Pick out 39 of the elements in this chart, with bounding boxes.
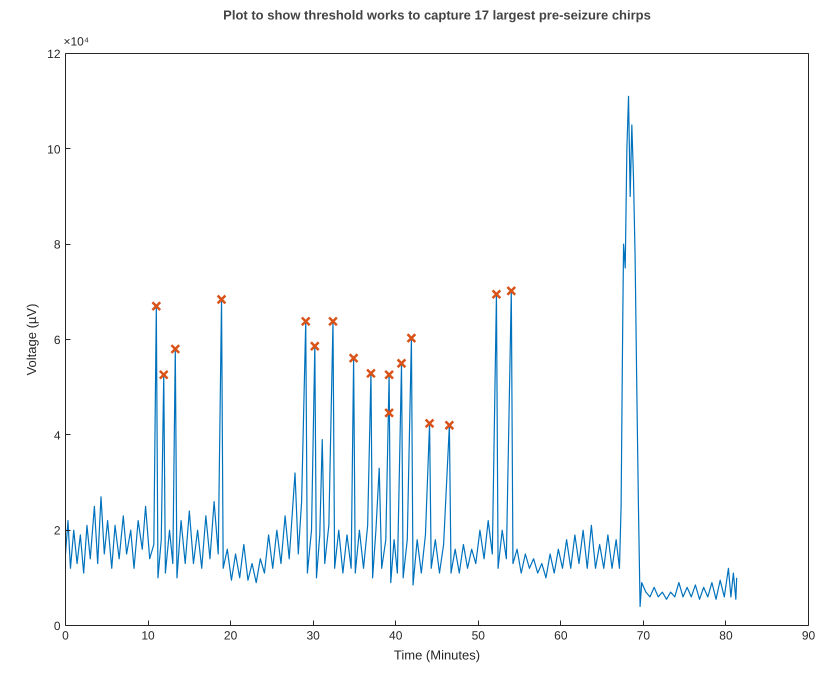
point [506,286,516,296]
y-tick-label: 4 [54,428,61,442]
point [158,370,169,380]
point [300,316,311,327]
point [328,316,338,327]
y-tick-label: 0 [54,619,61,633]
point [396,358,407,368]
x-tick-label: 80 [719,628,733,642]
point [444,420,455,430]
chart-title: Plot to show threshold works to capture 17 largest pre-seizure chirps [223,8,651,22]
point [424,418,435,429]
x-tick-label: 60 [554,628,568,642]
y-tick-label: 10 [47,142,61,156]
x-tick-label: 40 [389,628,403,642]
y-tick-label: 6 [54,333,61,347]
y-tick-label: 12 [47,47,61,61]
point [348,352,359,364]
x-axis-title: Time (Minutes) [394,648,480,662]
point [366,368,376,378]
text: ×10⁴ [64,34,90,48]
x-tick-label: 50 [472,628,486,642]
point [310,341,320,352]
y-tick-label: 8 [54,238,61,252]
x-tick-label: 30 [306,628,320,642]
x-tick-label: 70 [636,628,650,642]
x-tick-label: 0 [62,628,70,642]
point [491,289,502,300]
point [406,332,417,344]
line-series [66,96,738,608]
point [384,408,394,418]
point [216,294,227,305]
point [384,370,394,380]
y-tick-label: 2 [54,524,61,538]
point [170,344,180,354]
x-tick-label: 20 [224,628,238,642]
point [151,300,162,312]
y-axis-title: Voltage (µV) [24,304,40,376]
x-tick-label: 10 [141,628,156,642]
x-tick-label: 90 [802,628,816,642]
